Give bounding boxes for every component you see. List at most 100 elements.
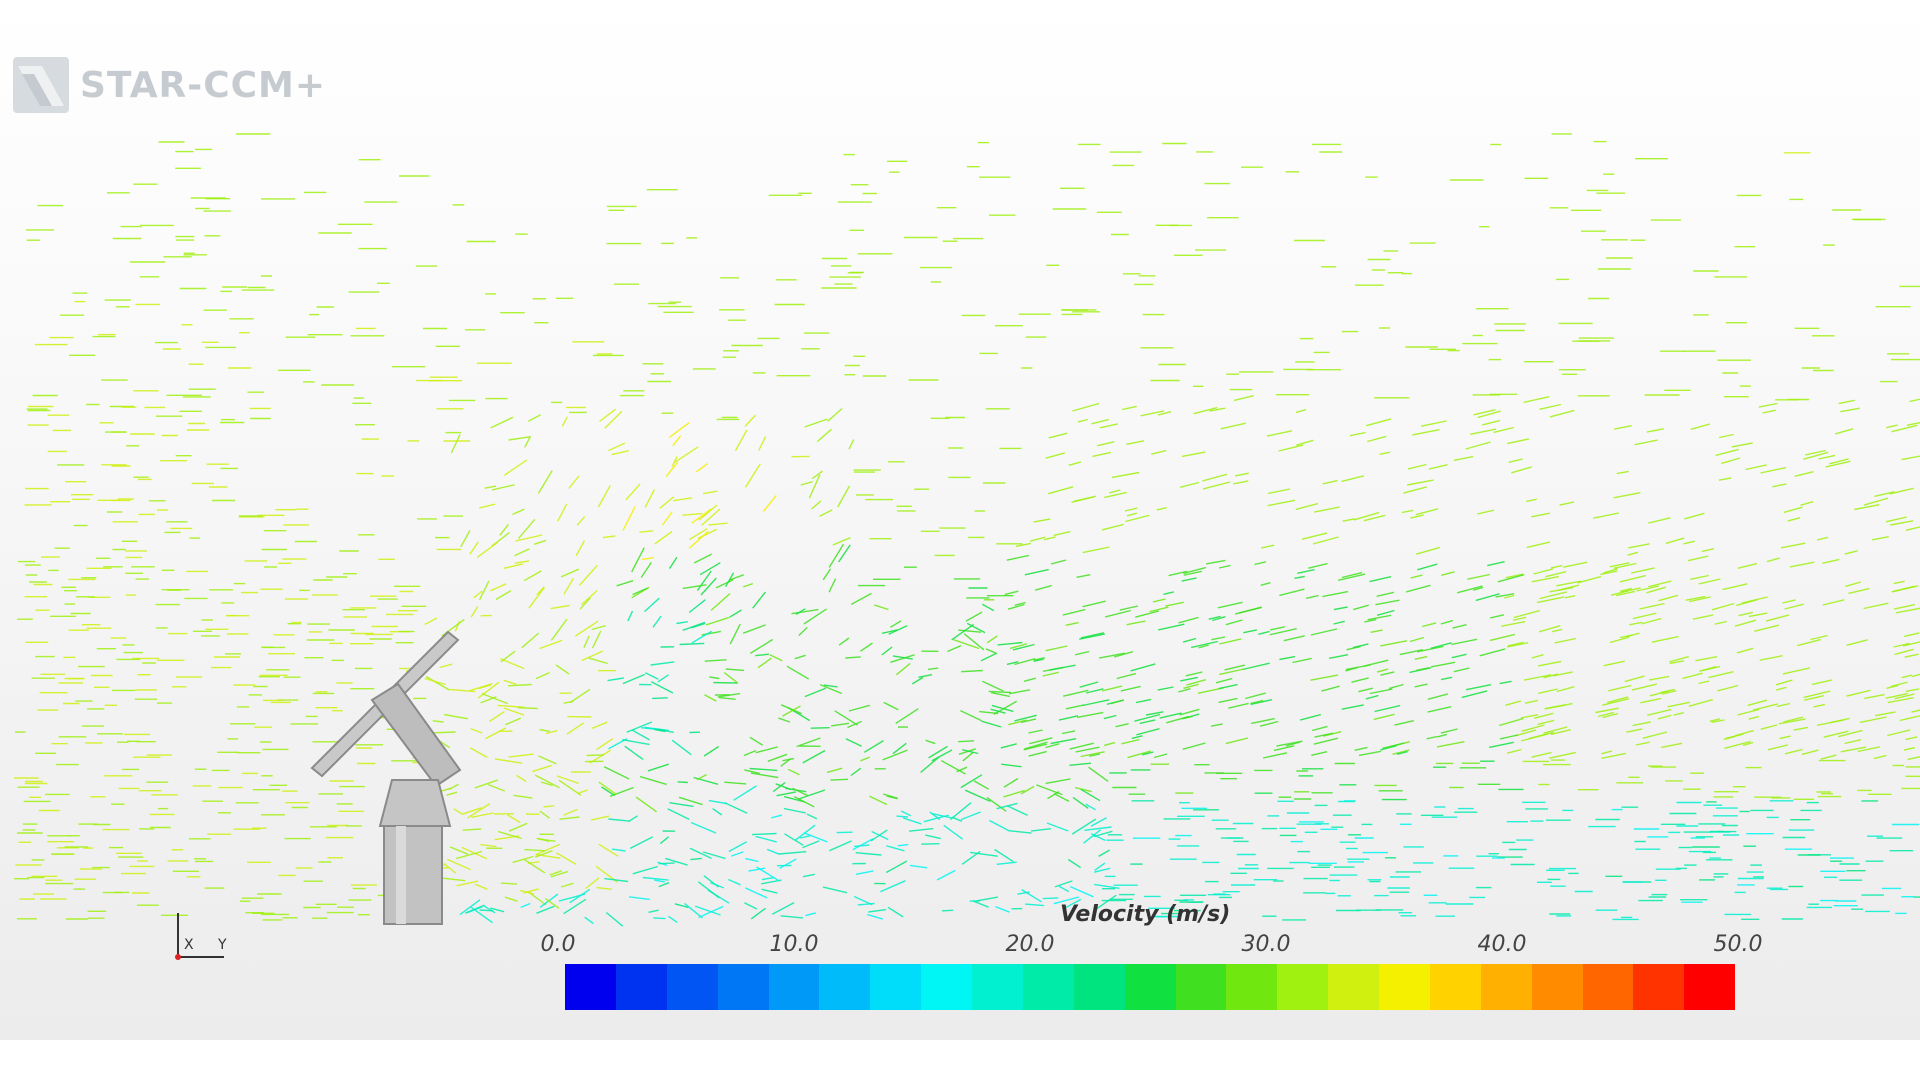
velocity-vector	[793, 795, 815, 808]
velocity-vector	[1534, 712, 1554, 719]
velocity-vector	[1539, 403, 1562, 410]
velocity-vector	[1846, 689, 1871, 697]
velocity-vector	[1145, 711, 1164, 716]
velocity-vector	[1890, 681, 1908, 688]
velocity-vector	[755, 746, 778, 754]
velocity-vector	[460, 530, 471, 548]
velocity-vector	[795, 608, 806, 615]
velocity-vector	[1840, 746, 1867, 753]
velocity-vector	[1499, 734, 1518, 740]
velocity-vector	[1124, 507, 1138, 512]
velocity-vector	[1104, 491, 1127, 499]
velocity-vector	[1058, 885, 1070, 893]
velocity-vector	[1043, 536, 1056, 541]
velocity-vector	[625, 483, 641, 501]
velocity-vector	[1683, 540, 1695, 545]
velocity-vector	[1838, 729, 1863, 738]
graphics-viewport[interactable]: STAR-CCM+ X Y Velocity (m/s) 0.0 10.0 20…	[0, 0, 1920, 1040]
velocity-vector	[674, 903, 689, 909]
velocity-vector	[1613, 492, 1641, 499]
velocity-vector	[1115, 723, 1129, 728]
velocity-vector	[507, 814, 521, 824]
velocity-vector	[498, 830, 522, 840]
velocity-vector	[512, 508, 525, 516]
velocity-vector	[1094, 862, 1106, 871]
velocity-vector	[1082, 600, 1106, 608]
velocity-vector	[837, 485, 851, 508]
velocity-vector	[461, 807, 482, 815]
velocity-vector	[555, 852, 577, 866]
velocity-vector	[1314, 506, 1340, 513]
velocity-vector	[1501, 620, 1526, 627]
colorbar-tick: 10.0	[769, 932, 819, 957]
velocity-vector	[892, 742, 907, 755]
velocity-vector	[1352, 643, 1369, 649]
velocity-vector	[1260, 544, 1275, 549]
velocity-vector	[693, 553, 712, 564]
velocity-vector	[1045, 743, 1060, 749]
velocity-vector	[532, 764, 552, 773]
velocity-vector	[951, 623, 975, 641]
velocity-vector	[1709, 718, 1721, 722]
velocity-vector	[1075, 746, 1100, 753]
velocity-vector	[1251, 717, 1275, 725]
velocity-vector	[694, 905, 721, 916]
velocity-vector	[1760, 724, 1778, 730]
velocity-vector	[1068, 461, 1082, 466]
velocity-vector	[1370, 629, 1383, 633]
velocity-vector	[520, 889, 534, 895]
velocity-vector	[485, 727, 507, 740]
velocity-vector	[560, 568, 579, 578]
velocity-vector	[1183, 683, 1199, 689]
velocity-vector	[1736, 647, 1754, 654]
velocity-vector	[704, 694, 717, 702]
velocity-vector	[709, 676, 720, 680]
colorbar-tick: 50.0	[1713, 932, 1763, 957]
velocity-vector	[1321, 685, 1340, 692]
velocity-vector	[1218, 683, 1238, 690]
velocity-vector	[456, 880, 479, 887]
colorbar-band	[921, 964, 972, 1010]
velocity-vector	[1033, 657, 1046, 661]
velocity-vector	[1719, 433, 1734, 439]
velocity-vector	[1296, 439, 1314, 446]
velocity-vector	[1305, 594, 1319, 599]
velocity-vector	[931, 812, 953, 819]
velocity-vector	[1846, 639, 1868, 646]
velocity-vector	[1507, 748, 1522, 754]
velocity-vector	[925, 739, 936, 745]
velocity-vector	[689, 847, 712, 860]
velocity-vector	[1219, 668, 1245, 676]
velocity-vector	[822, 886, 848, 894]
velocity-vector	[1065, 621, 1079, 626]
velocity-vector	[745, 463, 761, 488]
velocity-vector	[524, 436, 531, 448]
velocity-vector	[1063, 689, 1089, 697]
velocity-vector	[1099, 423, 1118, 429]
velocity-vector	[895, 662, 911, 676]
velocity-vector	[1338, 573, 1366, 581]
velocity-vector	[958, 629, 982, 633]
velocity-vector	[1014, 658, 1036, 666]
velocity-vector	[1001, 763, 1022, 768]
velocity-vector	[859, 642, 873, 652]
velocity-vector	[508, 753, 534, 758]
velocity-vector	[1218, 564, 1231, 569]
velocity-vector	[1715, 448, 1739, 457]
velocity-vector	[559, 816, 580, 820]
velocity-vector	[953, 639, 980, 650]
velocity-vector	[1822, 599, 1845, 606]
velocity-vector	[700, 577, 717, 596]
velocity-vector	[1279, 588, 1305, 597]
velocity-vector	[576, 516, 586, 526]
velocity-vector	[827, 407, 843, 422]
velocity-vector	[1185, 671, 1203, 677]
velocity-vector	[583, 635, 590, 648]
velocity-vector	[750, 772, 779, 779]
velocity-vector	[487, 783, 506, 792]
velocity-vector	[1437, 733, 1448, 738]
velocity-vector	[1369, 576, 1392, 583]
velocity-vector	[1626, 632, 1640, 638]
velocity-vector	[1120, 685, 1141, 692]
velocity-vector	[1909, 398, 1920, 403]
